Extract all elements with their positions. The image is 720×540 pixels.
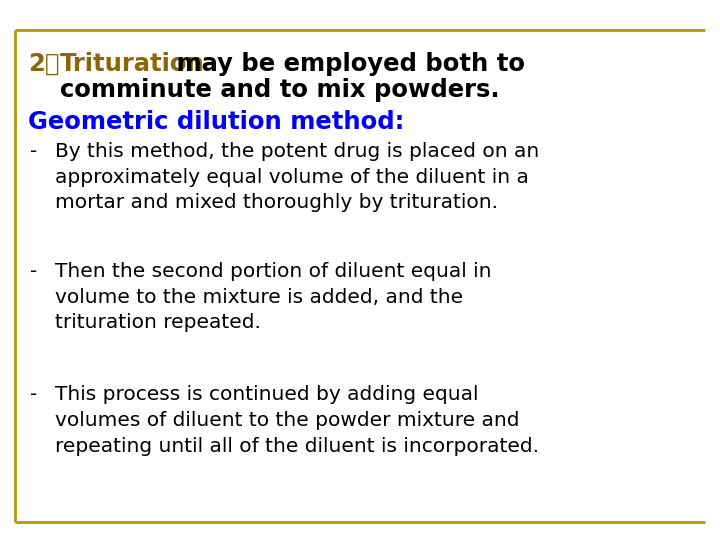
- Text: 2）: 2）: [28, 52, 59, 76]
- Text: may be employed both to: may be employed both to: [168, 52, 525, 76]
- Text: By this method, the potent drug is placed on an
approximately equal volume of th: By this method, the potent drug is place…: [55, 142, 539, 213]
- Text: Trituration: Trituration: [60, 52, 204, 76]
- Text: This process is continued by adding equal
volumes of diluent to the powder mixtu: This process is continued by adding equa…: [55, 385, 539, 456]
- Text: -: -: [30, 385, 37, 404]
- Text: -: -: [30, 142, 37, 161]
- Text: Geometric dilution method:: Geometric dilution method:: [28, 110, 405, 134]
- Text: -: -: [30, 262, 37, 281]
- Text: Then the second portion of diluent equal in
volume to the mixture is added, and : Then the second portion of diluent equal…: [55, 262, 492, 333]
- Text: comminute and to mix powders.: comminute and to mix powders.: [60, 78, 500, 102]
